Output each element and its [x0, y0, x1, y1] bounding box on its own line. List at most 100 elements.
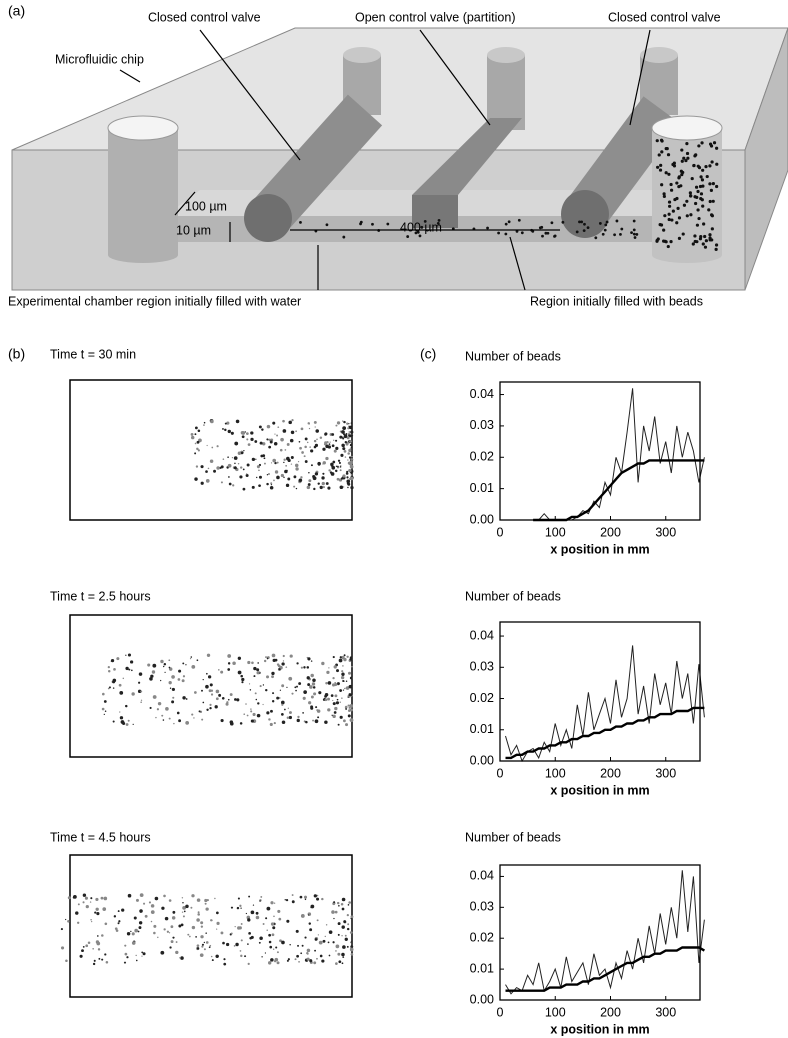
- bead: [95, 907, 99, 911]
- bead: [601, 232, 605, 236]
- bead: [205, 470, 208, 473]
- bead: [342, 447, 346, 451]
- bead: [708, 164, 712, 168]
- bead: [84, 896, 88, 900]
- bead: [710, 227, 714, 231]
- bead: [107, 687, 110, 690]
- series-line: [505, 645, 705, 763]
- bead: [164, 671, 166, 673]
- bead: [67, 896, 71, 900]
- bead: [281, 662, 285, 666]
- micrograph: [69, 854, 353, 998]
- bead: [287, 458, 291, 463]
- bead: [346, 655, 349, 658]
- bead: [171, 675, 175, 679]
- bead: [296, 685, 298, 688]
- bead: [205, 479, 210, 483]
- bead: [265, 917, 268, 920]
- bead: [350, 945, 354, 949]
- bead: [168, 680, 172, 685]
- bead: [342, 945, 346, 949]
- bead: [98, 957, 101, 960]
- bead: [317, 482, 320, 485]
- bead: [130, 660, 134, 664]
- y-tick-label: 0.00: [470, 992, 494, 1006]
- bead: [245, 473, 249, 477]
- bead: [282, 660, 285, 662]
- bead: [194, 426, 198, 430]
- bead: [702, 222, 706, 226]
- bead: [345, 433, 348, 435]
- bead: [685, 199, 689, 203]
- bead: [298, 478, 303, 483]
- bead: [290, 430, 295, 435]
- bead: [171, 700, 175, 704]
- bead: [345, 686, 350, 690]
- bead: [230, 431, 234, 435]
- bead: [119, 690, 124, 695]
- bead: [284, 899, 287, 901]
- bead: [122, 721, 126, 726]
- x-tick-label: 100: [545, 766, 566, 780]
- bead: [350, 446, 353, 449]
- bead: [660, 183, 664, 187]
- bead: [347, 486, 349, 489]
- bead: [112, 720, 115, 723]
- bead: [308, 427, 311, 430]
- bead: [240, 923, 243, 925]
- bead: [92, 962, 96, 966]
- bead: [345, 680, 348, 683]
- bead: [67, 919, 70, 923]
- bead: [123, 961, 127, 964]
- bead: [680, 148, 684, 152]
- x-tick-label: 300: [655, 766, 676, 780]
- bead: [300, 952, 303, 955]
- bead: [347, 696, 349, 698]
- bead: [328, 667, 330, 669]
- bead: [285, 899, 289, 902]
- bead: [201, 943, 205, 946]
- bead: [286, 686, 288, 689]
- bead: [110, 659, 115, 663]
- bead: [313, 487, 316, 491]
- bead: [504, 222, 508, 226]
- bead: [306, 441, 309, 444]
- bead: [191, 925, 196, 930]
- bead: [332, 676, 335, 680]
- bead: [139, 909, 143, 913]
- bead: [119, 711, 121, 713]
- bead: [310, 904, 315, 909]
- bead: [204, 898, 208, 903]
- bead: [343, 920, 347, 924]
- bead: [295, 929, 299, 933]
- bead: [210, 919, 213, 922]
- bead: [341, 430, 345, 434]
- label: Open control valve (partition): [355, 10, 516, 24]
- bead: [114, 927, 118, 930]
- bead: [222, 458, 225, 460]
- bead: [175, 941, 178, 943]
- bead: [103, 713, 105, 716]
- bead: [287, 958, 290, 961]
- bead: [314, 443, 319, 447]
- bead: [172, 696, 175, 699]
- bead: [317, 934, 319, 936]
- bead: [205, 941, 209, 944]
- bead: [308, 423, 310, 425]
- bead: [309, 959, 313, 963]
- bead: [112, 680, 116, 684]
- bead: [703, 245, 708, 249]
- bead: [322, 939, 326, 943]
- bead: [273, 915, 275, 918]
- bead: [227, 463, 232, 468]
- bead: [335, 424, 338, 427]
- bead: [225, 942, 230, 947]
- bead: [215, 954, 219, 958]
- x-axis-title: x position in mm: [550, 1022, 649, 1036]
- bead: [315, 429, 319, 433]
- bead: [347, 904, 350, 906]
- bead: [322, 486, 325, 489]
- bead: [113, 667, 116, 671]
- bead: [690, 176, 694, 181]
- bead: [339, 715, 343, 719]
